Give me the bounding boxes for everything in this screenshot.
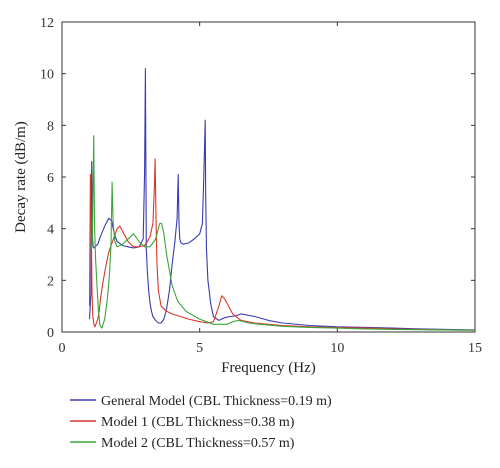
x-tick-label: 15	[468, 341, 482, 356]
series-line-3	[89, 135, 476, 331]
x-axis-label: Frequency (Hz)	[221, 360, 316, 376]
legend: General Model (CBL Thickness=0.19 m) Mode…	[70, 394, 332, 451]
x-tick-label: 10	[330, 341, 344, 356]
y-tick-label: 2	[47, 274, 54, 289]
y-tick-label: 6	[47, 171, 54, 186]
x-tick-label: 5	[196, 341, 203, 356]
y-tick-label: 8	[47, 119, 54, 134]
series-lines	[88, 67, 476, 331]
y-tick-label: 4	[47, 223, 54, 238]
y-axis-label: Decay rate (dB/m)	[13, 121, 29, 233]
x-tick-label: 0	[59, 341, 66, 356]
series-line-2	[88, 158, 476, 331]
legend-label-3: Model 2 (CBL Thickness=0.57 m)	[101, 436, 295, 451]
plot-area	[61, 21, 476, 333]
y-tick-label: 0	[47, 326, 54, 341]
legend-label-1: General Model (CBL Thickness=0.19 m)	[101, 394, 332, 409]
y-tick-label: 12	[40, 16, 54, 31]
legend-label-2: Model 1 (CBL Thickness=0.38 m)	[101, 415, 295, 430]
axis-ticks: 0 5 10 15 0 2 4 6 8 10 12	[40, 16, 482, 356]
y-tick-label: 10	[40, 68, 54, 83]
